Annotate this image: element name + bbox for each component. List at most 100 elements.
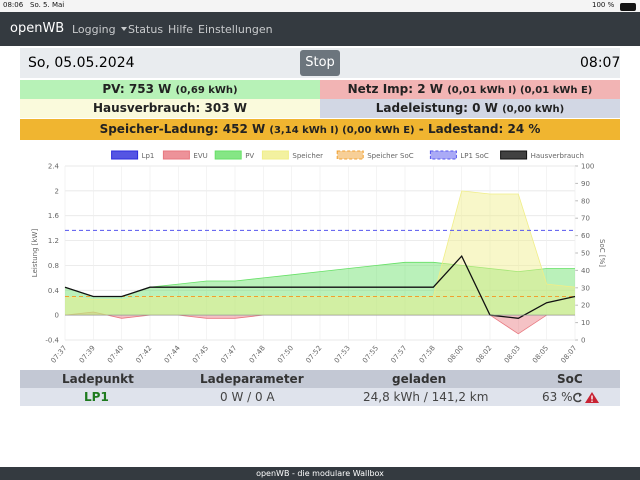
table-header: Ladepunkt Ladeparameter geladen SoC [20,370,620,388]
stop-button[interactable]: Stop [300,50,340,76]
area-fill [65,262,575,316]
y-tick-label: -0.4 [45,337,59,345]
y-tick-label: 2 [55,187,59,195]
legend-swatch [429,150,457,160]
grid: Netz Imp: 2 W [347,82,443,96]
house-cell: Hausverbrauch: 303 W [20,99,320,118]
storage: Speicher-Ladung: 452 W [99,122,266,136]
x-tick-label: 08:00 [446,344,465,365]
y2-axis-label: SoC [%] [598,239,606,267]
header-cell: geladen [392,372,447,386]
header-cell: Ladepunkt [62,372,134,386]
lp-name[interactable]: LP1 [84,390,109,404]
legend-swatch [162,150,190,160]
nav-item[interactable]: Status [128,23,164,36]
header-cell: SoC [557,372,583,386]
x-tick-label: 07:42 [134,344,153,365]
date-row: So, 05.05.2024 Stop 08:07 [20,48,620,78]
legend-label: LP1 SoC [460,152,489,160]
legend-swatch [500,150,528,160]
x-tick-label: 07:57 [389,344,408,365]
clock: 08:06 [3,1,24,9]
header-cell: Ladeparameter [200,372,304,386]
y2-tick-label: 50 [581,250,590,258]
legend-swatch [214,150,242,160]
y2-tick-label: 20 [581,302,590,310]
status-bar: 08:06 So. 5. Mai 100 % [0,0,640,12]
nav-item[interactable]: Logging [72,23,127,36]
table-row: LP1 0 W / 0 A 24,8 kWh / 141,2 km 63 % [20,388,620,406]
legend-label: EVU [193,152,207,160]
y2-tick-label: 80 [581,197,590,205]
y-tick-label: 1.2 [48,237,59,245]
x-tick-label: 08:07 [559,344,578,365]
charge-table: Ladepunkt Ladeparameter geladen SoC LP1 … [20,370,620,406]
legend-label: PV [245,152,254,160]
legend-label: Speicher SoC [367,152,414,160]
x-tick-label: 07:37 [49,344,68,365]
x-tick-label: 07:53 [333,344,352,365]
battery-icon [620,3,636,11]
area-fill [65,190,575,316]
charging: Ladeleistung: 0 W [375,101,498,115]
legend-swatch [336,150,364,160]
y-tick-label: 0 [55,312,59,320]
date: So. 5. Mai [30,1,65,9]
charging-detail: (0,00 kWh) [502,104,565,115]
charging-cell: Ladeleistung: 0 W (0,00 kWh) [320,99,620,118]
pv-detail: (0,69 kWh) [175,85,238,96]
battery: 100 % [592,1,615,9]
soc-icons[interactable] [572,391,602,404]
y-axis-label: Leistung [kW] [31,229,39,278]
y2-tick-label: 40 [581,267,590,275]
x-tick-label: 07:58 [418,344,437,365]
storage-detail: (3,14 kWh I) (0,00 kWh E) [269,125,415,136]
grid-cell: Netz Imp: 2 W (0,01 kWh I) (0,01 kWh E) [320,80,620,99]
navbar: openWB Logging Status Hilfe Einstellunge… [0,12,640,46]
date: So, 05.05.2024 [28,55,135,71]
x-tick-label: 07:39 [78,344,97,365]
cell: 0 W / 0 A [220,390,275,404]
time: 08:07 [580,55,621,71]
nav-item[interactable]: Einstellungen [198,23,273,36]
nav-item[interactable]: Hilfe [168,23,194,36]
x-tick-label: 07:48 [248,344,267,365]
cell: 63 % [542,390,573,404]
footer: openWB - die modulare Wallbox [0,467,640,480]
legend-swatch [261,150,289,160]
y2-tick-label: 10 [581,319,590,327]
y-tick-label: 0.4 [48,287,60,295]
y2-tick-label: 60 [581,232,590,240]
x-tick-label: 07:40 [106,344,125,365]
y2-tick-label: 100 [581,163,594,171]
y2-tick-label: 30 [581,284,590,292]
pv-cell: PV: 753 W (0,69 kWh) [20,80,320,99]
x-tick-label: 07:45 [191,344,210,365]
y2-tick-label: 0 [581,337,585,345]
house: Hausverbrauch: 303 W [93,101,247,115]
x-tick-label: 07:47 [219,344,238,365]
storage-soc: - Ladestand: 24 % [418,122,541,136]
x-tick-label: 07:55 [361,344,380,365]
legend-label: Speicher [292,152,323,160]
x-tick-label: 07:50 [276,344,295,365]
x-tick-label: 08:03 [503,344,522,365]
x-tick-label: 08:02 [474,344,493,365]
legend-swatch [111,150,139,160]
grid-detail: (0,01 kWh I) (0,01 kWh E) [447,85,593,96]
legend-label: Lp1 [142,152,155,160]
cell: 24,8 kWh / 141,2 km [363,390,489,404]
y-tick-label: 1.6 [48,212,60,220]
x-tick-label: 07:52 [304,344,323,365]
x-tick-label: 08:05 [531,344,550,365]
y2-tick-label: 70 [581,215,590,223]
chart: Leistung [kW] SoC [%] -0.4 0 0.4 0.8 1.2 1.6 2… [31,150,606,365]
warning-dot [591,400,593,402]
brand[interactable]: openWB [10,21,65,36]
y-tick-label: 2.4 [48,163,60,171]
warning-mark [591,395,593,400]
y-tick-label: 0.8 [48,262,59,270]
legend-label: Hausverbrauch [531,152,584,160]
refresh-arrow [579,393,582,397]
